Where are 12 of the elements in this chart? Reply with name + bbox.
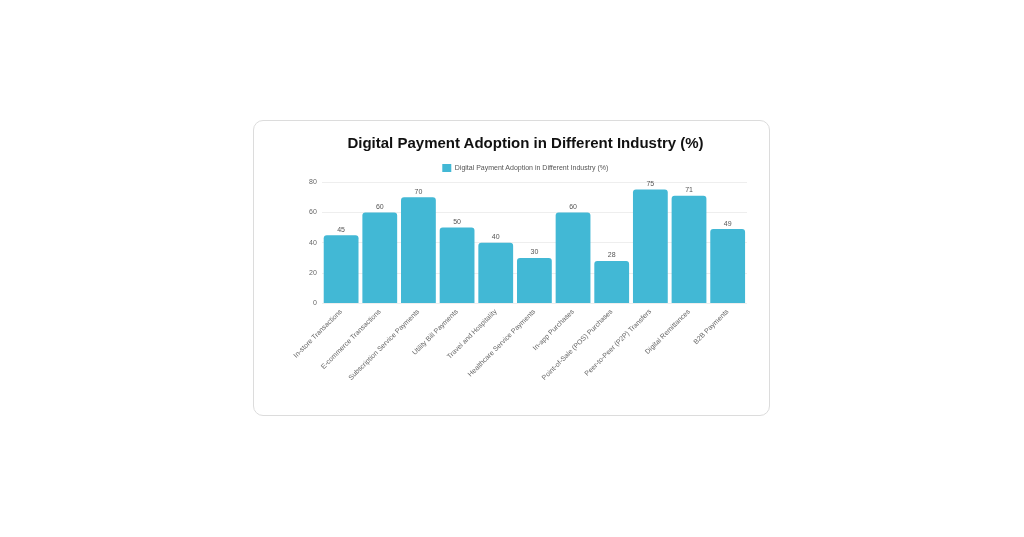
bar [517, 257, 552, 304]
bar [478, 242, 514, 304]
bar [362, 212, 398, 304]
bar [555, 212, 591, 304]
bar [594, 261, 630, 304]
bar [710, 229, 746, 304]
bar [401, 197, 436, 304]
bar [632, 189, 668, 304]
bar [439, 227, 475, 304]
bar [323, 235, 359, 304]
bar [671, 195, 707, 304]
chart-title: Digital Payment Adoption in Different Industry (%) [347, 134, 704, 152]
